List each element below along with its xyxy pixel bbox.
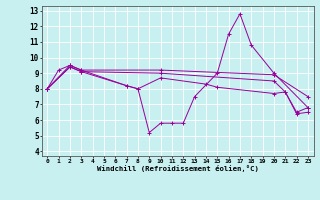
X-axis label: Windchill (Refroidissement éolien,°C): Windchill (Refroidissement éolien,°C) <box>97 165 259 172</box>
